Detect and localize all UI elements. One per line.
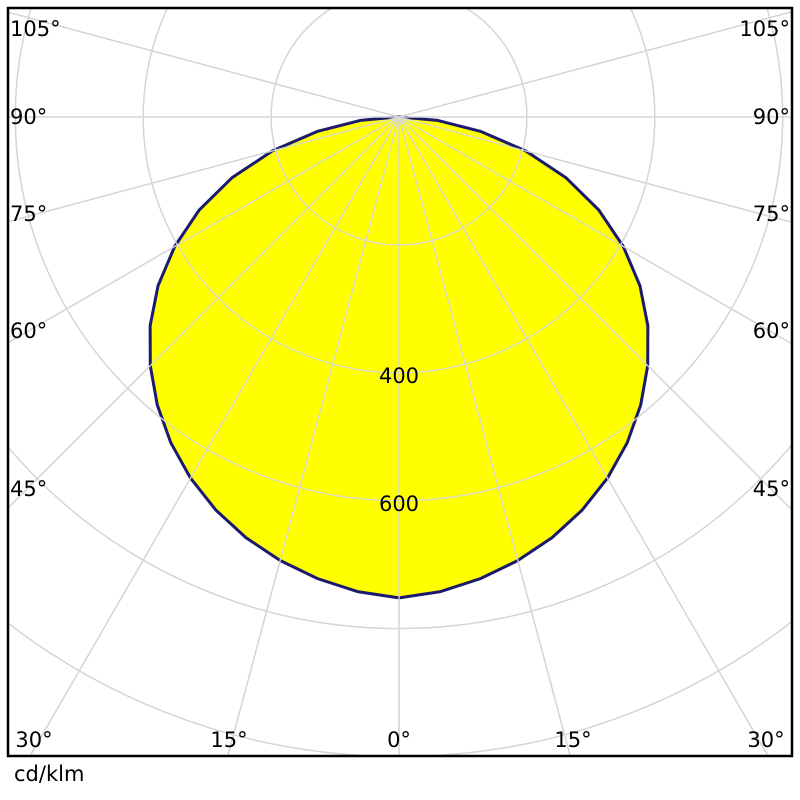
unit-label: cd/klm: [14, 762, 85, 786]
angle-tick-label: 30°: [15, 728, 52, 752]
angle-tick-label: 105°: [10, 17, 61, 41]
angle-tick-label: 90°: [753, 105, 790, 129]
plot-border: [6, 6, 794, 758]
angle-tick-label: 60°: [10, 319, 47, 343]
radius-tick-label: 400: [379, 364, 419, 388]
angle-tick-label: 15°: [210, 728, 247, 752]
angle-tick-label: 75°: [10, 202, 47, 226]
angle-tick-label: 45°: [753, 477, 790, 501]
angle-tick-labels: 105° 90° 75° 60° 45° 105° 90° 75° 60° 45° 30° 15° 0°…: [10, 17, 790, 752]
angle-tick-label: 0°: [387, 728, 411, 752]
angle-tick-label: 15°: [554, 728, 591, 752]
angle-tick-label: 105°: [739, 17, 790, 41]
angle-tick-label: 45°: [10, 477, 47, 501]
radius-tick-label: 600: [379, 492, 419, 516]
radius-tick-labels: 400 600: [379, 364, 419, 516]
angle-tick-label: 60°: [753, 319, 790, 343]
angle-tick-label: 30°: [747, 728, 784, 752]
angle-tick-label: 75°: [753, 202, 790, 226]
angle-tick-label: 90°: [10, 105, 47, 129]
